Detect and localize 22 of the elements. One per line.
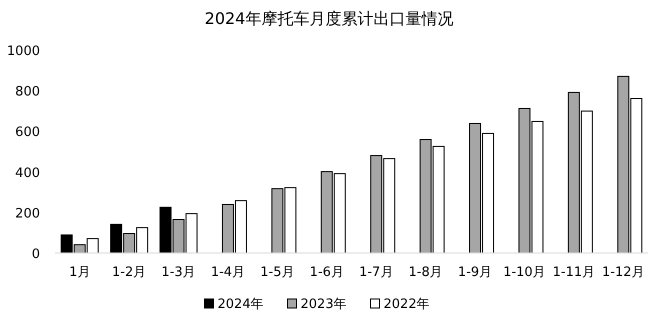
x-tick-label: 1-3月: [161, 265, 196, 280]
x-tick-label: 1-12月: [602, 265, 645, 280]
x-tick-label: 1-8月: [408, 265, 443, 280]
x-tick-label: 1-10月: [503, 265, 546, 280]
x-tick-label: 1-2月: [112, 265, 146, 280]
x-tick-label: 1-11月: [552, 265, 596, 280]
y-tick-label: 200: [15, 206, 40, 222]
x-tick-label: 1-5月: [260, 265, 294, 280]
x-tick-label: 1-9月: [458, 265, 492, 280]
x-tick-label: 1-6月: [310, 265, 344, 280]
y-tick-label: 400: [15, 166, 40, 181]
y-tick-label: 800: [15, 84, 40, 100]
x-tick-label: 1-7月: [359, 265, 394, 280]
legend-label: 2023年: [300, 297, 347, 312]
legend-label: 2024年: [218, 297, 264, 312]
y-tick-label: 0: [32, 247, 40, 262]
x-tick-label: 1月: [69, 265, 90, 280]
y-tick-label: 1000: [6, 44, 40, 59]
x-tick-label: 1-4月: [210, 265, 246, 280]
y-tick-label: 600: [15, 125, 40, 140]
chart-title: 2024年摩托车月度累计出口量情况: [204, 9, 454, 28]
legend-label: 2022年: [384, 297, 430, 312]
